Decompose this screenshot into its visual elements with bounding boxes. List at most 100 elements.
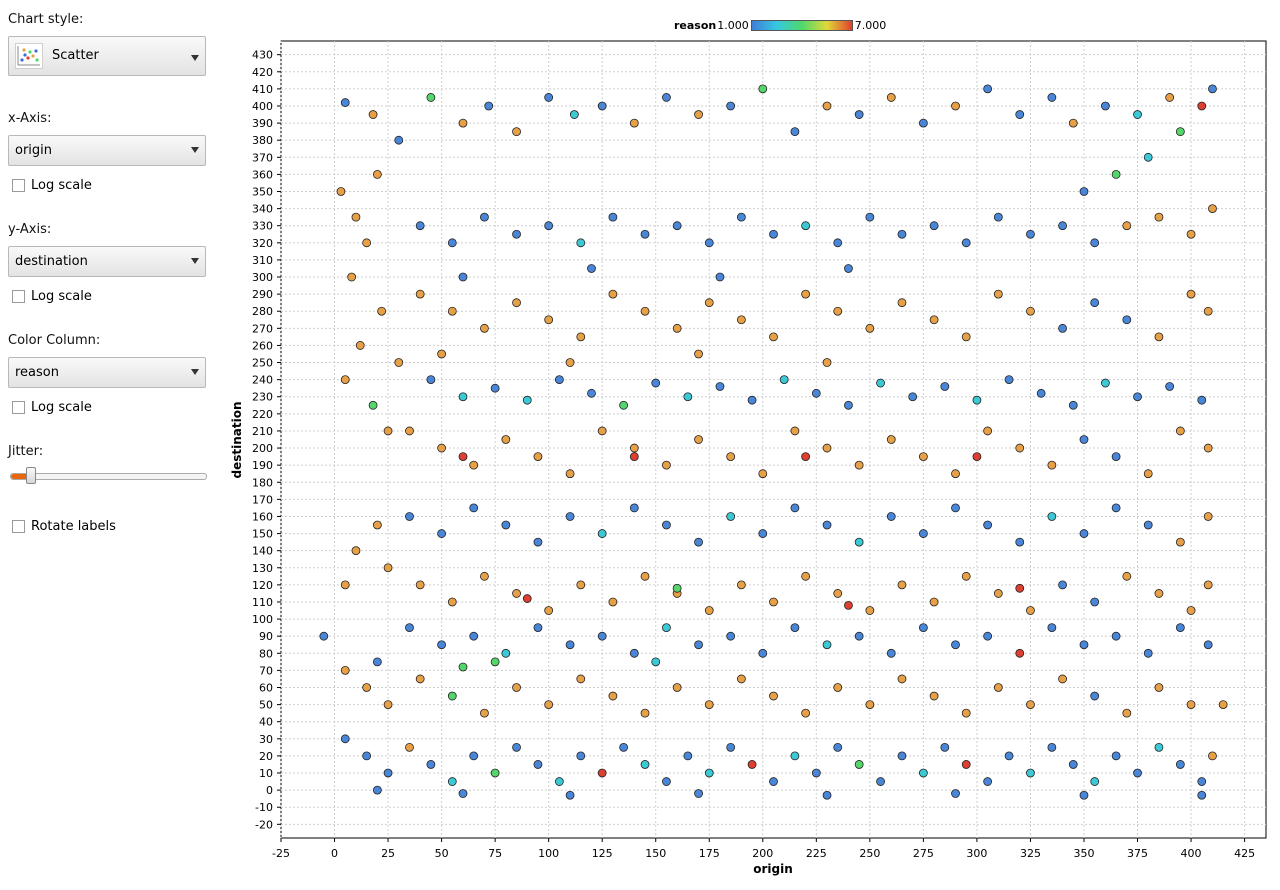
y-tick-label: 260 [252,339,273,352]
jitter-slider-track[interactable] [10,473,207,480]
plot-area[interactable] [280,40,1267,839]
x-axis-ticks: -25 0 25 50 75 100 125 150 175 200 225 250 275 300 325… [272,838,1255,860]
y-axis-value: destination [15,254,88,269]
color-column-value: reason [15,365,59,380]
color-log-scale-label: Log scale [31,400,92,415]
y-tick-label: -20 [255,818,273,831]
y-tick-label: 30 [259,733,273,746]
x-axis-label: x-Axis: [8,111,52,126]
y-tick-label: 200 [252,442,273,455]
chevron-down-icon [191,147,199,153]
y-tick-label: 420 [252,66,273,79]
x-tick-label: 350 [1073,847,1094,860]
scatter-chart-icon [15,43,43,69]
y-tick-label: 360 [252,168,273,181]
y-tick-label: 300 [252,271,273,284]
y-tick-label: 80 [259,647,273,660]
x-tick-label: 150 [645,847,666,860]
x-tick-label: 250 [859,847,880,860]
color-column-label: Color Column: [8,333,101,348]
checkbox-box[interactable] [12,179,25,192]
x-axis-title: origin [753,862,793,876]
y-axis-ticks: -20 -10 0 10 20 30 40 50 60 70 80 90 100 110 120 130 140… [252,49,281,831]
y-tick-label: 310 [252,254,273,267]
y-tick-label: 150 [252,528,273,541]
legend-min: 1.000 [717,18,749,32]
y-tick-label: 320 [252,237,273,250]
jitter-slider-fill [11,474,33,479]
y-tick-label: 250 [252,357,273,370]
y-tick-label: 380 [252,134,273,147]
x-tick-label: 325 [1020,847,1041,860]
x-tick-label: 125 [592,847,613,860]
y-tick-label: 240 [252,374,273,387]
y-tick-label: 100 [252,613,273,626]
y-tick-label: 50 [259,699,273,712]
x-log-scale-label: Log scale [31,178,92,193]
chevron-down-icon [191,258,199,264]
x-tick-label: 375 [1127,847,1148,860]
x-tick-label: 0 [331,847,338,860]
y-tick-label: 190 [252,459,273,472]
chart-style-label: Chart style: [8,12,84,27]
y-tick-label: 430 [252,49,273,62]
y-tick-label: 210 [252,425,273,438]
checkbox-box[interactable] [12,290,25,303]
x-tick-label: 175 [699,847,720,860]
y-tick-label: 160 [252,510,273,523]
y-tick-label: 140 [252,545,273,558]
y-tick-label: 410 [252,83,273,96]
rotate-labels-label: Rotate labels [31,519,116,534]
chart-style-value: Scatter [52,48,99,63]
y-tick-label: 230 [252,391,273,404]
y-tick-label: 270 [252,322,273,335]
x-axis-dropdown[interactable]: origin [8,135,206,166]
y-tick-label: 20 [259,750,273,763]
y-tick-label: 170 [252,493,273,506]
chart-style-dropdown[interactable]: Scatter [8,36,206,76]
legend-title: reason [674,18,717,32]
y-tick-label: 60 [259,681,273,694]
y-tick-label: 290 [252,288,273,301]
x-tick-label: 200 [752,847,773,860]
y-tick-label: -10 [255,801,273,814]
color-legend: reason 1.000 7.000 [674,18,886,32]
checkbox-box[interactable] [12,520,25,533]
control-panel: Chart style: Scatter x-Axis: origin Log … [0,0,222,890]
color-column-dropdown[interactable]: reason [8,357,206,388]
x-tick-label: 75 [488,847,502,860]
y-tick-label: 40 [259,716,273,729]
x-tick-label: 400 [1181,847,1202,860]
legend-max: 7.000 [854,18,887,32]
y-log-scale-label: Log scale [31,289,92,304]
y-log-scale-checkbox[interactable]: Log scale [12,289,92,304]
x-tick-label: 275 [913,847,934,860]
x-tick-label: 25 [381,847,395,860]
y-tick-label: 390 [252,117,273,130]
x-axis-value: origin [15,143,53,158]
y-tick-label: 130 [252,562,273,575]
x-tick-label: 50 [435,847,449,860]
x-tick-label: 100 [538,847,559,860]
y-tick-label: 90 [259,630,273,643]
x-tick-label: -25 [272,847,290,860]
y-axis-label: y-Axis: [8,222,52,237]
x-tick-label: 225 [806,847,827,860]
jitter-label: Jitter: [8,444,44,459]
color-log-scale-checkbox[interactable]: Log scale [12,400,92,415]
y-tick-label: 10 [259,767,273,780]
y-tick-label: 120 [252,579,273,592]
y-tick-label: 350 [252,186,273,199]
chevron-down-icon [191,369,199,375]
x-tick-label: 300 [966,847,987,860]
y-tick-label: 0 [266,784,273,797]
y-tick-label: 180 [252,476,273,489]
rotate-labels-checkbox[interactable]: Rotate labels [12,519,116,534]
checkbox-box[interactable] [12,401,25,414]
jitter-slider-thumb[interactable] [26,467,37,484]
legend-gradient [750,19,853,31]
y-axis-dropdown[interactable]: destination [8,246,206,277]
y-tick-label: 370 [252,151,273,164]
y-tick-label: 340 [252,203,273,216]
x-log-scale-checkbox[interactable]: Log scale [12,178,92,193]
